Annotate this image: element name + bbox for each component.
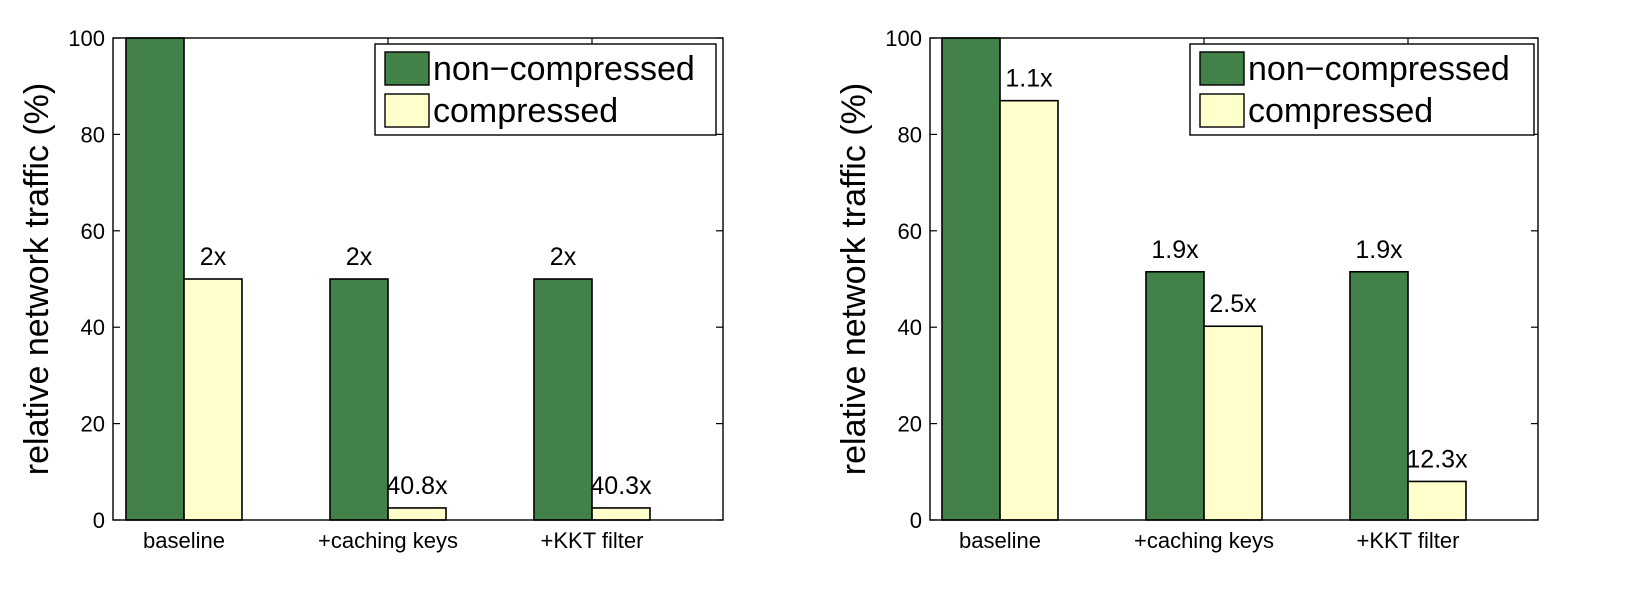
legend: non−compressed compressed (1189, 43, 1535, 136)
bar-non-compressed-0 (125, 37, 185, 521)
y-tick-label: 40 (81, 315, 105, 340)
bar-non-compressed-2 (1349, 270, 1409, 521)
data-label: 1.9x (1355, 236, 1403, 264)
legend-box (374, 43, 717, 136)
y-tick-label: 20 (81, 412, 105, 437)
legend-swatch-compressed (384, 93, 430, 128)
data-label: 1.9x (1151, 236, 1199, 264)
legend-label: non−compressed (1248, 50, 1510, 88)
data-label: 2x (200, 243, 227, 271)
y-axis-title: relative network traffic (%) (18, 83, 56, 475)
bar-compressed-0 (999, 99, 1059, 521)
data-label: 40.8x (386, 472, 448, 500)
legend-label: compressed (1248, 92, 1433, 130)
y-tick-label: 80 (898, 122, 922, 147)
bar-compressed-0 (183, 278, 243, 521)
y-tick-label: 40 (898, 315, 922, 340)
y-tick-label: 0 (93, 508, 105, 533)
bar-compressed-2 (591, 507, 651, 521)
data-label: 1.1x (1005, 65, 1053, 93)
legend-box (1189, 43, 1535, 136)
axes-frame (112, 37, 724, 521)
x-tick-label: +KKT filter (541, 528, 644, 553)
y-tick-label: 80 (81, 122, 105, 147)
x-tick-label: +KKT filter (1357, 528, 1460, 553)
y-tick-label: 20 (898, 412, 922, 437)
y-tick-label: 0 (910, 508, 922, 533)
data-label: 2x (550, 243, 577, 271)
bar-compressed-2 (1407, 480, 1467, 521)
data-label: 40.3x (590, 472, 652, 500)
chart-panel-right: 1.9x 1.9x 1.1x 2.5x 12.3x 0 20 40 60 80 100 baselin… (835, 26, 1539, 553)
y-axis-title: relative network traffic (%) (835, 83, 873, 475)
data-label: 2.5x (1209, 290, 1257, 318)
data-label: 2x (346, 243, 373, 271)
bar-non-compressed-1 (329, 278, 389, 521)
bar-non-compressed-1 (1145, 270, 1205, 521)
bar-non-compressed-0 (941, 37, 1001, 521)
bar-compressed-1 (1203, 325, 1263, 521)
chart-panel-left: 2x 2x 2x 40.8x 40.3x 0 20 40 60 80 100 baseline +cac… (18, 26, 724, 553)
data-label: 12.3x (1406, 445, 1468, 473)
legend-swatch-non-compressed (384, 51, 430, 86)
y-tick-label: 100 (885, 26, 922, 51)
legend-label: compressed (433, 92, 618, 130)
y-tick-label: 60 (81, 219, 105, 244)
legend-swatch-compressed (1199, 93, 1245, 128)
legend-label: non−compressed (433, 50, 695, 88)
bar-compressed-1 (387, 507, 447, 521)
y-tick-label: 100 (68, 26, 105, 51)
x-tick-label: +caching keys (1134, 528, 1274, 553)
axes-frame (929, 37, 1539, 521)
y-tick-label: 60 (898, 219, 922, 244)
legend-swatch-non-compressed (1199, 51, 1245, 86)
x-tick-label: baseline (143, 528, 225, 553)
bar-non-compressed-2 (533, 278, 593, 521)
legend: non−compressed compressed (374, 43, 717, 136)
x-tick-label: baseline (959, 528, 1041, 553)
x-tick-label: +caching keys (318, 528, 458, 553)
